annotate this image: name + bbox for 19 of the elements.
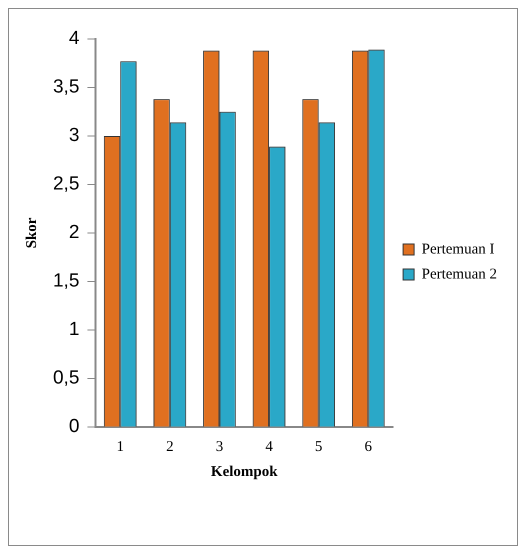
x-tick-label: 4 [265, 438, 274, 455]
legend-label: Pertemuan 2 [422, 266, 498, 282]
y-tick-label: 2,5 [52, 174, 80, 195]
x-tick-label: 5 [314, 438, 322, 455]
legend-label: Pertemuan I [422, 241, 494, 258]
y-tick-label: 1 [68, 319, 80, 340]
x-axis-title: Kelompok [210, 464, 278, 480]
y-tick-label: 3 [68, 125, 80, 146]
y-tick-label: 2 [68, 222, 80, 244]
y-tick-label: 1,5 [52, 270, 80, 292]
y-tick-label: 0,5 [52, 368, 80, 389]
x-tick-label: 3 [216, 438, 224, 455]
y-tick-label: 3,5 [52, 76, 80, 98]
x-tick-label: 6 [364, 438, 373, 455]
y-axis-title: Skor [24, 217, 40, 248]
y-tick-label: 4 [68, 28, 80, 50]
x-tick-label: 2 [166, 438, 174, 455]
y-tick-label: 0 [68, 416, 80, 438]
x-tick-label: 1 [116, 438, 124, 455]
